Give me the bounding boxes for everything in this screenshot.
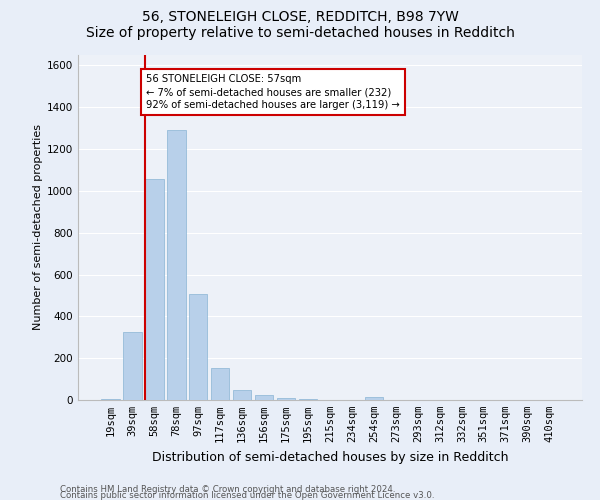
Bar bbox=[299, 399, 317, 400]
Bar bbox=[277, 398, 295, 400]
Text: Contains HM Land Registry data © Crown copyright and database right 2024.: Contains HM Land Registry data © Crown c… bbox=[60, 485, 395, 494]
Bar bbox=[189, 294, 208, 400]
Bar bbox=[145, 180, 164, 400]
Bar bbox=[211, 368, 229, 400]
Text: 56, STONELEIGH CLOSE, REDDITCH, B98 7YW
Size of property relative to semi-detach: 56, STONELEIGH CLOSE, REDDITCH, B98 7YW … bbox=[86, 10, 514, 40]
Y-axis label: Number of semi-detached properties: Number of semi-detached properties bbox=[33, 124, 43, 330]
X-axis label: Distribution of semi-detached houses by size in Redditch: Distribution of semi-detached houses by … bbox=[152, 450, 508, 464]
Bar bbox=[365, 398, 383, 400]
Bar bbox=[101, 399, 119, 400]
Bar bbox=[233, 390, 251, 400]
Text: 56 STONELEIGH CLOSE: 57sqm
← 7% of semi-detached houses are smaller (232)
92% of: 56 STONELEIGH CLOSE: 57sqm ← 7% of semi-… bbox=[146, 74, 400, 110]
Bar bbox=[167, 130, 185, 400]
Bar bbox=[123, 332, 142, 400]
Text: Contains public sector information licensed under the Open Government Licence v3: Contains public sector information licen… bbox=[60, 492, 434, 500]
Bar bbox=[255, 395, 274, 400]
